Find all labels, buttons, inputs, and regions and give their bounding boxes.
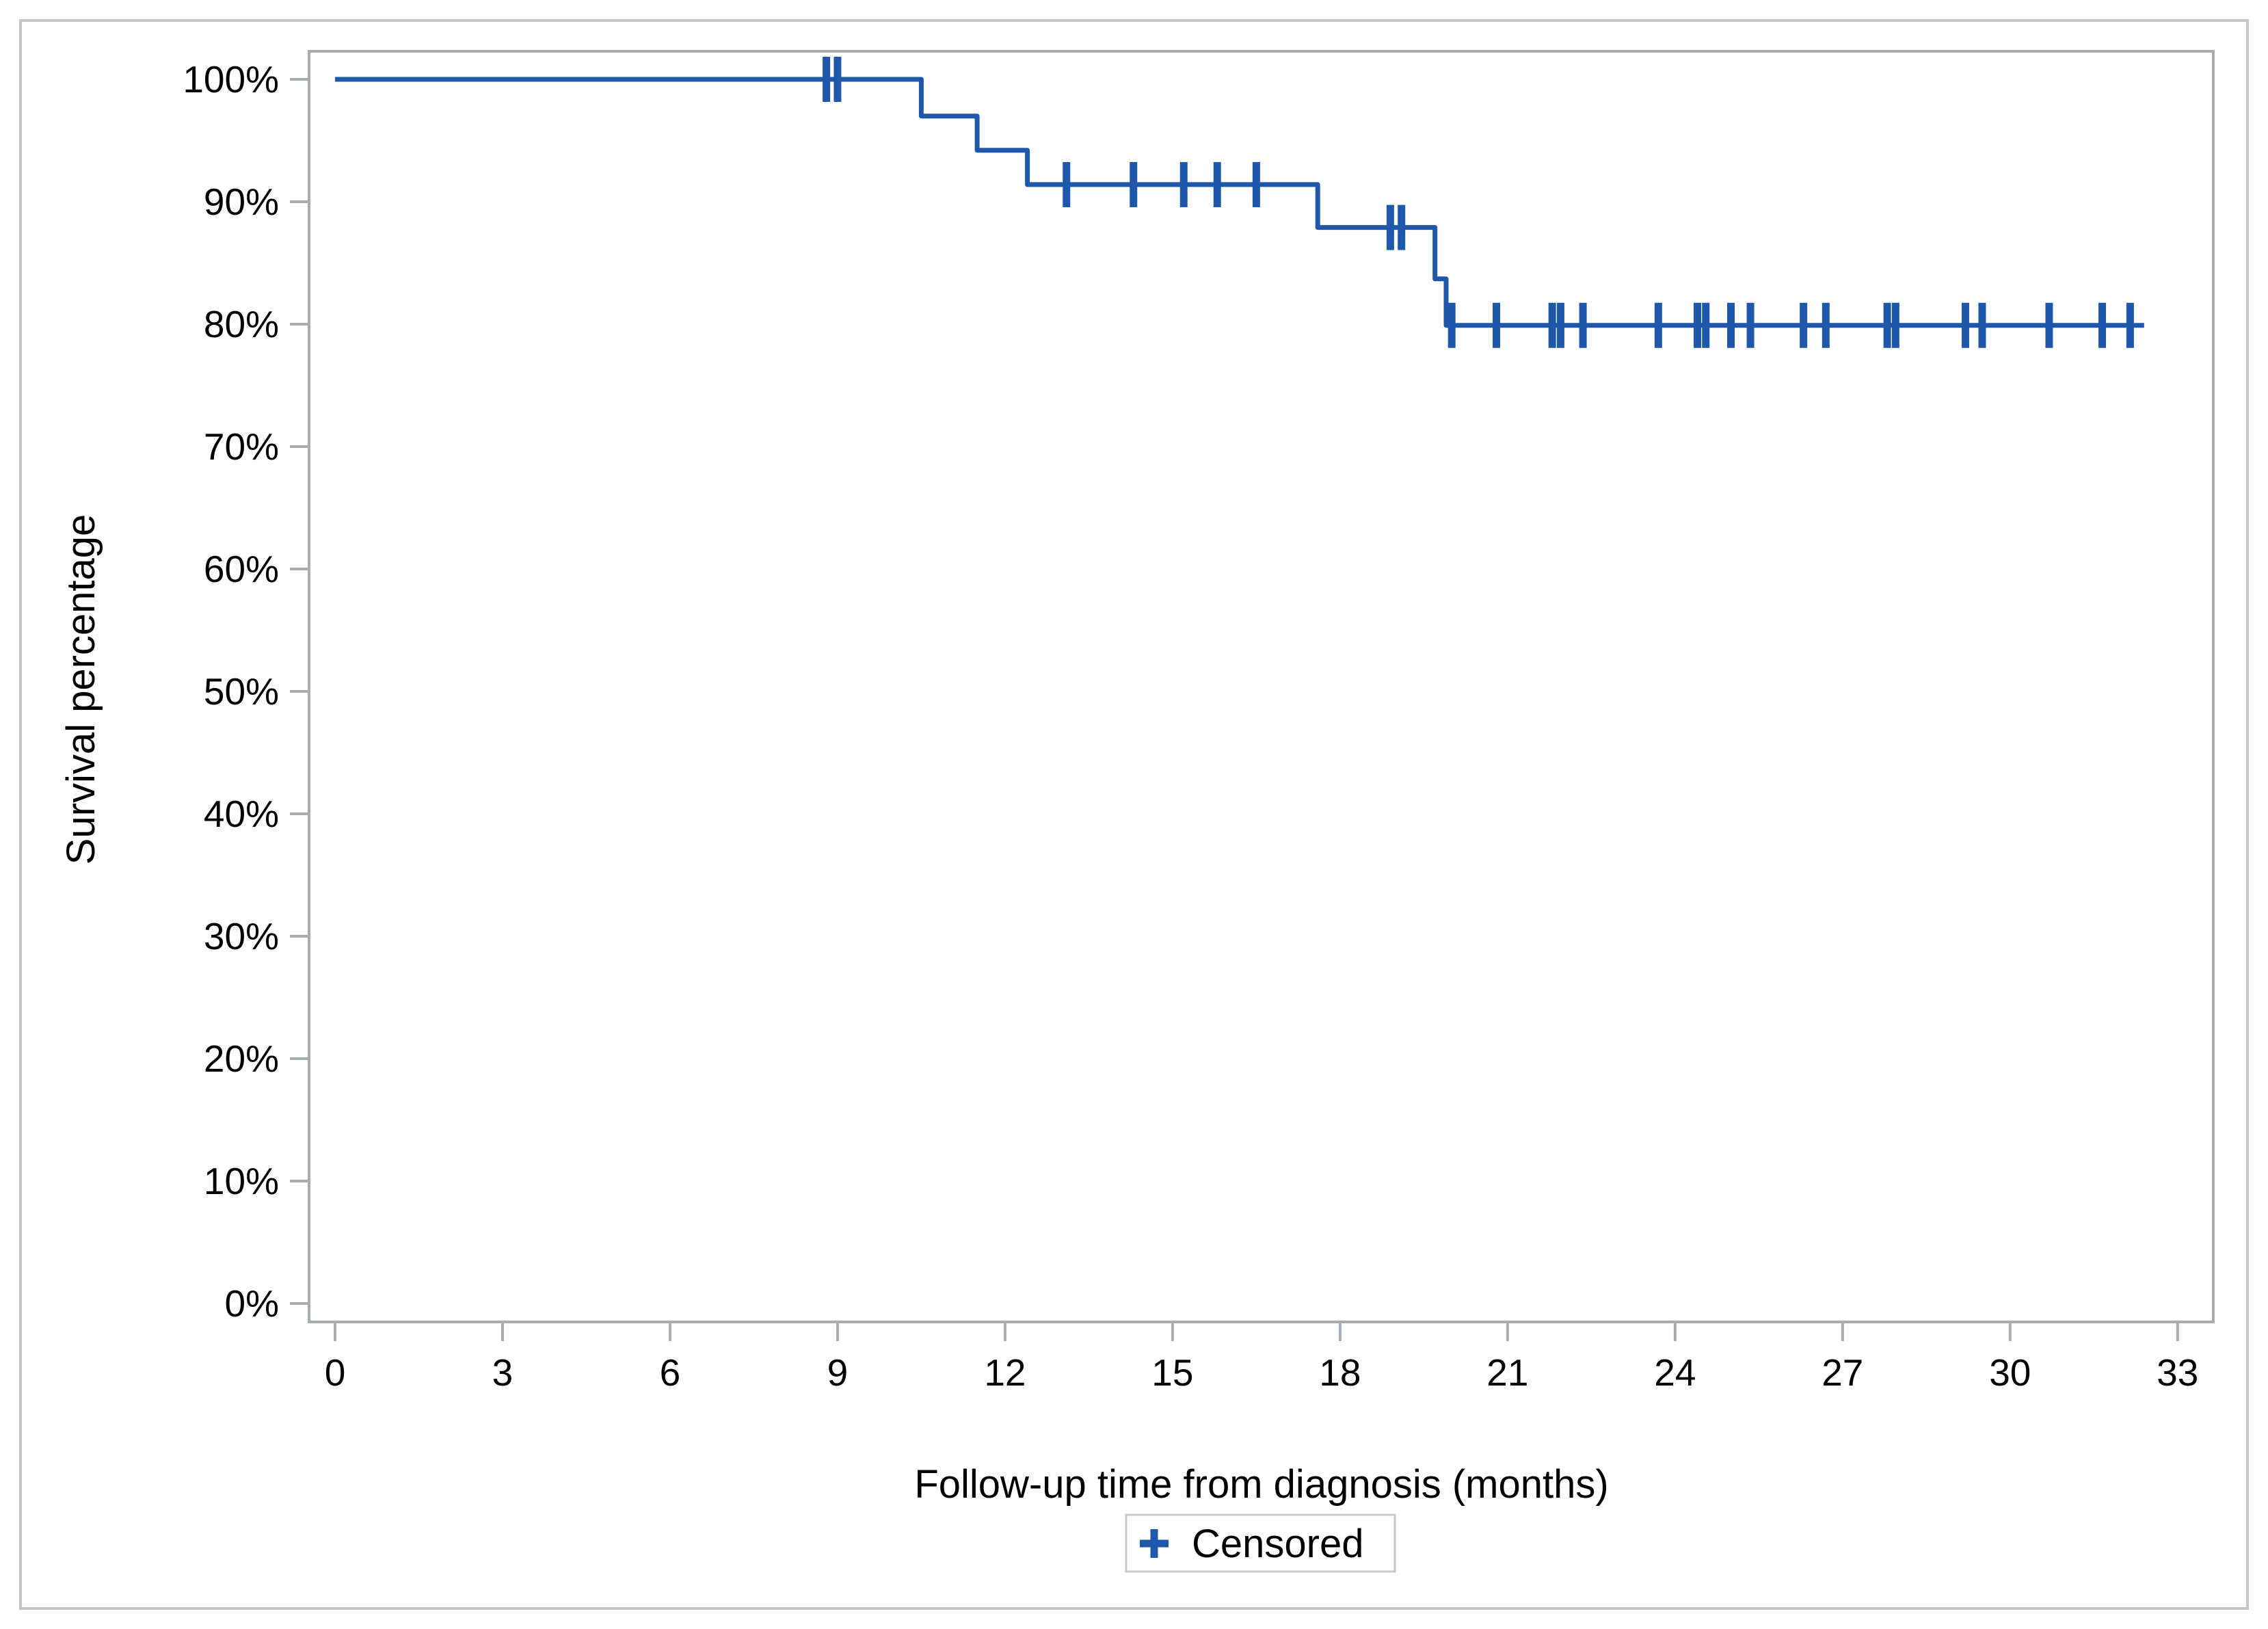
x-tick-label: 9: [827, 1351, 849, 1394]
plot-border: [308, 50, 2215, 1323]
x-tick-label: 6: [660, 1351, 681, 1394]
y-tick-label: 40%: [204, 793, 279, 835]
x-axis-title: Follow-up time from diagnosis (months): [914, 1462, 1608, 1507]
x-tick-label: 30: [1989, 1351, 2031, 1394]
legend-label: Censored: [1192, 1522, 1363, 1566]
x-tick-label: 33: [2157, 1351, 2198, 1394]
y-axis-title: Survival percentage: [59, 514, 103, 865]
y-axis-ticks: [290, 78, 309, 1305]
y-tick-label: 50%: [204, 670, 279, 713]
legend: Censored: [1125, 1513, 1396, 1573]
y-tick-label: 10%: [204, 1160, 279, 1202]
y-tick-label: 0%: [225, 1282, 280, 1325]
y-tick-label: 60%: [204, 548, 279, 590]
y-tick-label: 80%: [204, 303, 279, 345]
legend-box: [1125, 1513, 1396, 1573]
y-tick-label: 30%: [204, 915, 279, 957]
censor-marks: [823, 57, 2134, 348]
survival-curve: [335, 77, 2144, 328]
y-axis-tick-labels: 100% 90% 80% 70% 60% 50% 40% 30% 20% 10% 0%: [183, 58, 279, 1325]
x-tick-label: 24: [1654, 1351, 1696, 1394]
x-tick-label: 27: [1822, 1351, 1863, 1394]
y-tick-label: 70%: [204, 425, 279, 468]
x-tick-label: 0: [325, 1351, 346, 1394]
y-tick-label: 90%: [204, 181, 279, 223]
y-tick-label: 20%: [204, 1037, 279, 1080]
x-axis-tick-labels: 0 3 6 9 12 15 18 21 24 27 30 33: [325, 1351, 2199, 1394]
x-tick-label: 12: [984, 1351, 1026, 1394]
x-tick-label: 21: [1486, 1351, 1528, 1394]
x-tick-label: 15: [1151, 1351, 1193, 1394]
x-axis-ticks: [334, 1322, 2179, 1341]
figure-border: [19, 19, 2249, 1610]
x-tick-label: 3: [492, 1351, 513, 1394]
x-tick-label: 18: [1319, 1351, 1361, 1394]
y-tick-label: 100%: [183, 58, 279, 101]
censored-plus-icon: [1140, 1529, 1169, 1558]
